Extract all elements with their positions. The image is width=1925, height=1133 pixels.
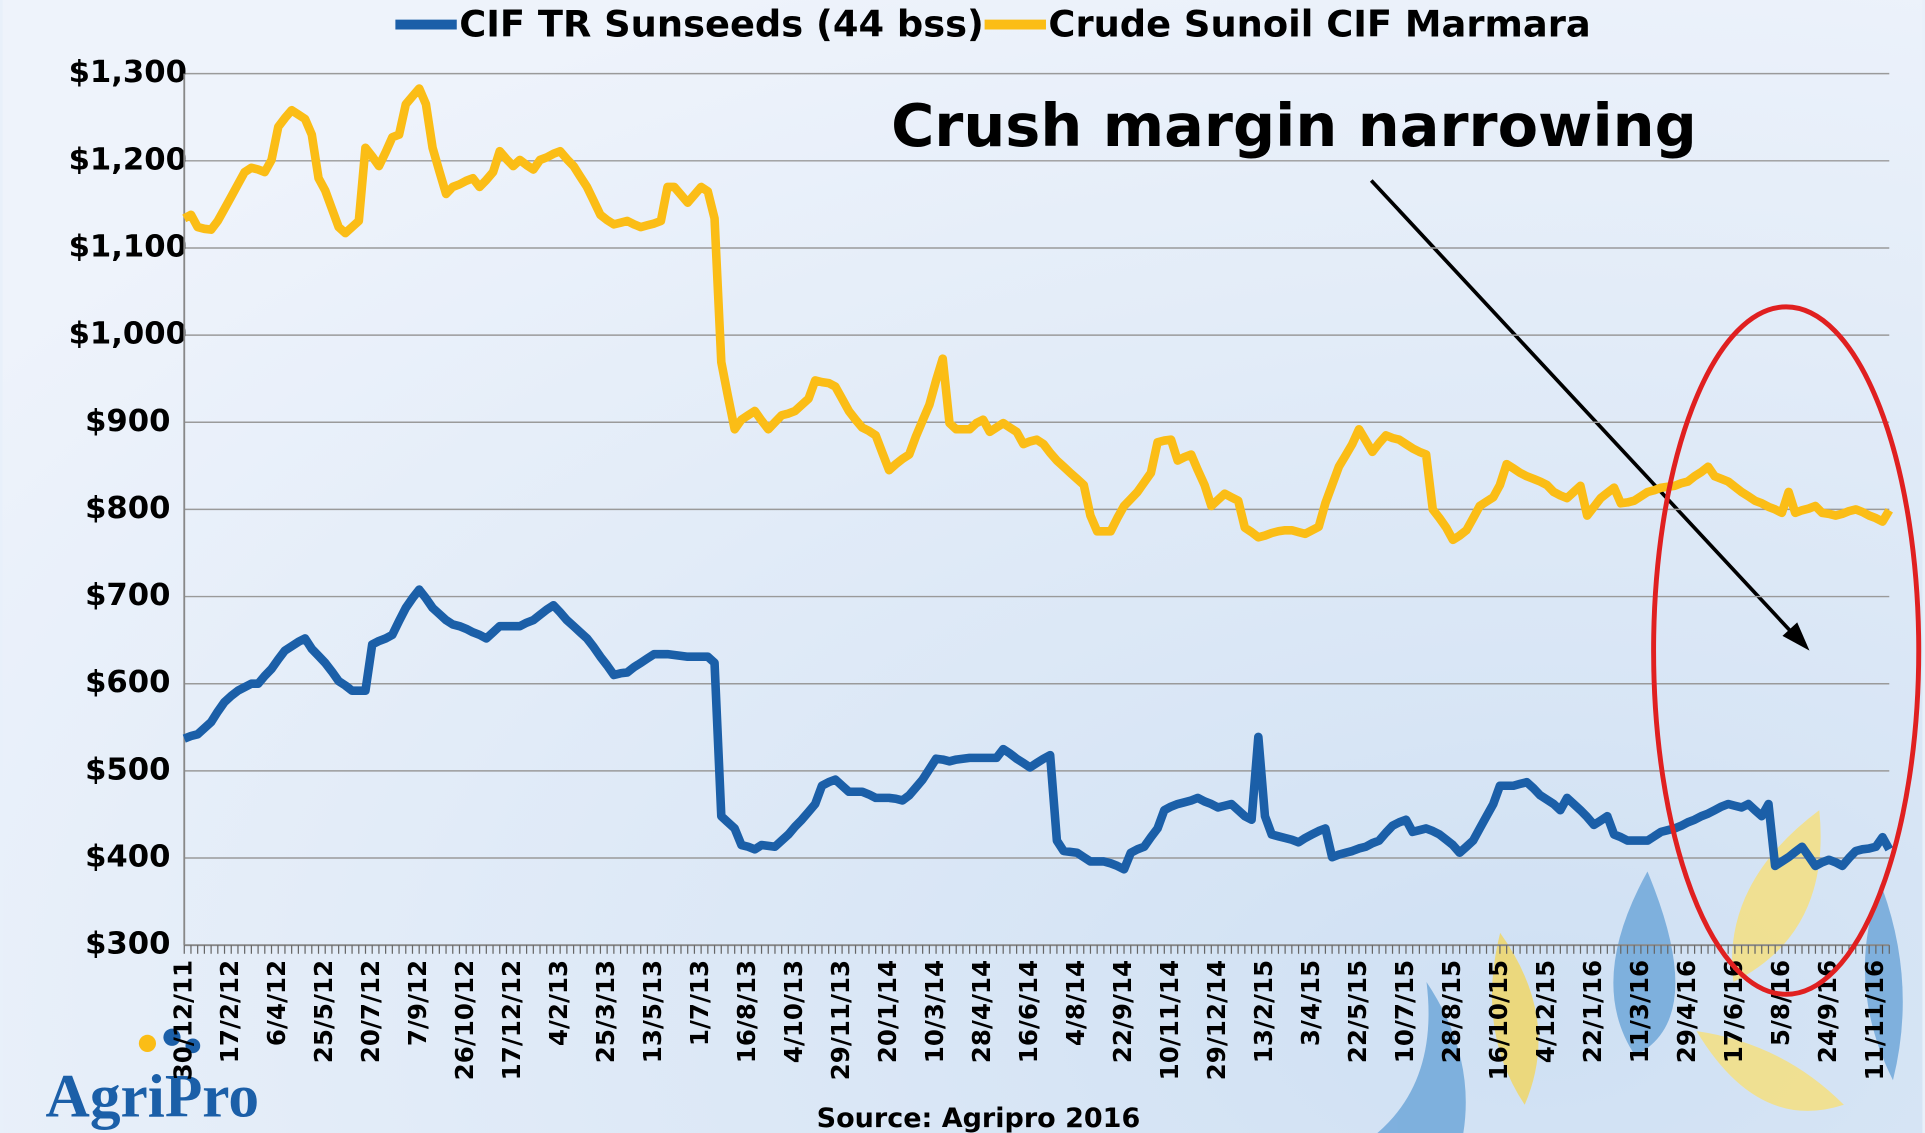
y-tick-label: $300	[85, 927, 170, 962]
source: Source: Agripro 2016	[817, 1103, 1141, 1133]
x-tick-label: 3/4/15	[1296, 960, 1325, 1046]
x-tick-label: 28/4/14	[967, 960, 996, 1063]
annotation: Crush margin narrowing	[891, 91, 1697, 160]
y-tick-label: $1,100	[69, 229, 187, 264]
x-tick-label: 22/5/15	[1343, 960, 1372, 1063]
x-tick-label: 13/2/15	[1249, 960, 1278, 1063]
x-tick-label: 29/12/14	[1202, 960, 1231, 1080]
x-tick-label: 10/3/14	[920, 960, 949, 1063]
x-tick-label: 10/7/15	[1390, 960, 1419, 1063]
x-tick-label: 11/11/16	[1860, 960, 1889, 1080]
x-tick-label: 30/12/11	[168, 960, 197, 1080]
x-tick-label: 25/5/12	[309, 960, 338, 1063]
x-tick-label: 29/11/13	[826, 960, 855, 1080]
y-tick-label: $500	[85, 752, 170, 787]
y-tick-label: $700	[85, 578, 170, 613]
y-tick-label: $400	[85, 840, 170, 875]
x-tick-label: 28/8/15	[1437, 960, 1466, 1063]
x-tick-label: 25/3/13	[591, 960, 620, 1063]
logo-text: AgriPro	[46, 1062, 260, 1130]
x-tick-label: 16/6/14	[1014, 960, 1043, 1063]
x-tick-label: 10/11/14	[1155, 960, 1184, 1080]
x-tick-label: 5/8/16	[1766, 960, 1795, 1046]
x-tick-label: 26/10/12	[450, 960, 479, 1080]
x-tick-label: 17/12/12	[497, 960, 526, 1080]
x-tick-label: 4/10/13	[779, 960, 808, 1063]
x-tick-label: 29/4/16	[1672, 960, 1701, 1063]
y-tick-label: $1,200	[69, 142, 187, 177]
legend-label: Crude Sunoil CIF Marmara	[1048, 2, 1590, 45]
x-tick-label: 6/4/12	[262, 960, 291, 1046]
y-tick-label: $1,300	[69, 55, 187, 90]
x-tick-label: 20/1/14	[873, 960, 902, 1063]
x-tick-label: 16/10/15	[1484, 960, 1513, 1080]
x-tick-label: 11/3/16	[1625, 960, 1654, 1063]
y-tick-label: $900	[85, 404, 170, 439]
x-tick-label: 16/8/13	[732, 960, 761, 1063]
x-tick-label: 7/9/12	[403, 960, 432, 1046]
y-tick-label: $600	[85, 665, 170, 700]
y-tick-label: $800	[85, 491, 170, 526]
x-tick-label: 4/2/13	[544, 960, 573, 1046]
legend-label: CIF TR Sunseeds (44 bss)	[459, 2, 984, 45]
x-tick-label: 1/7/13	[685, 960, 714, 1046]
x-tick-label: 13/5/13	[638, 960, 667, 1063]
x-tick-label: 4/8/14	[1061, 960, 1090, 1046]
x-tick-label: 4/12/15	[1531, 960, 1560, 1063]
x-tick-label: 20/7/12	[356, 960, 385, 1063]
x-tick-label: 22/1/16	[1578, 960, 1607, 1063]
x-tick-label: 17/2/12	[215, 960, 244, 1063]
y-tick-label: $1,000	[69, 317, 187, 352]
chart: Crush margin narrowing Source: Agripro 2…	[0, 0, 1925, 1133]
x-tick-label: 22/9/14	[1108, 960, 1137, 1063]
